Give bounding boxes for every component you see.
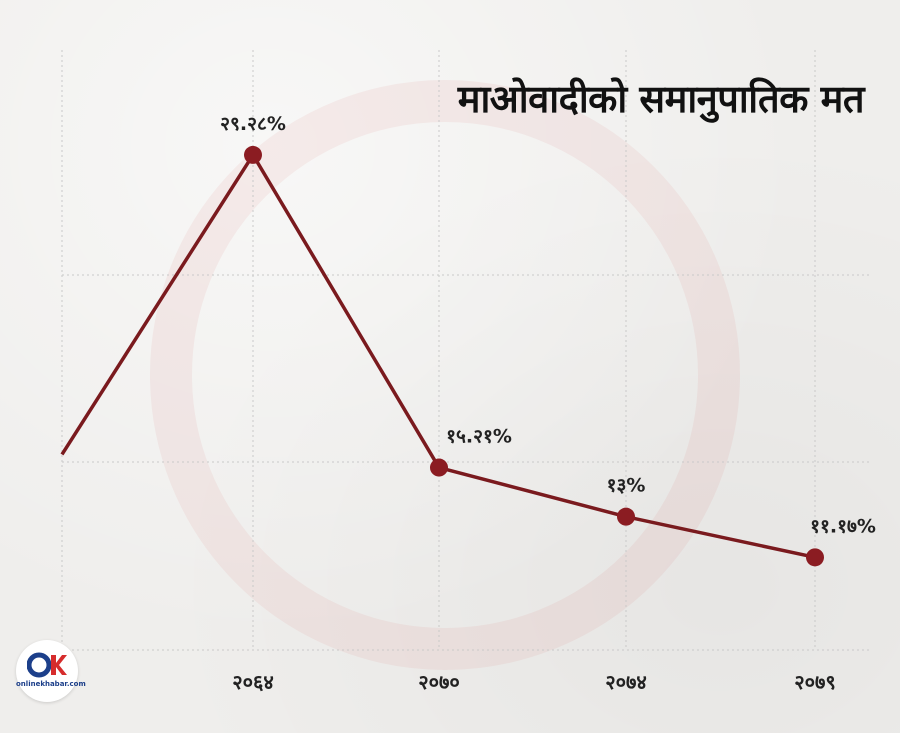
x-tick-label: २०६४ [232, 670, 274, 694]
data-point [430, 458, 448, 477]
logo-text: onlinekhabar.com [16, 680, 86, 688]
grid [61, 50, 870, 651]
data-label: १३% [607, 475, 646, 497]
data-label: २९.२८% [220, 113, 286, 135]
data-point [244, 145, 262, 164]
x-tick-label: २०७० [418, 670, 460, 694]
data-labels: २९.२८% १५.२१% १३% ११.१७% [220, 113, 876, 537]
onlinekhabar-logo: onlinekhabar.com [16, 640, 86, 702]
data-points [244, 145, 824, 567]
data-point [806, 548, 824, 567]
x-tick-label: २०७४ [605, 670, 647, 694]
data-point [617, 507, 635, 526]
ok-logo-icon [27, 652, 67, 678]
data-label: ११.१७% [810, 515, 876, 537]
data-label: १५.२१% [446, 426, 512, 448]
chart-title: माओवादीको समानुपातिक मत [457, 77, 865, 121]
x-tick-labels: २०६४ २०७० २०७४ २०७९ [232, 670, 836, 694]
x-tick-label: २०७९ [794, 670, 836, 694]
